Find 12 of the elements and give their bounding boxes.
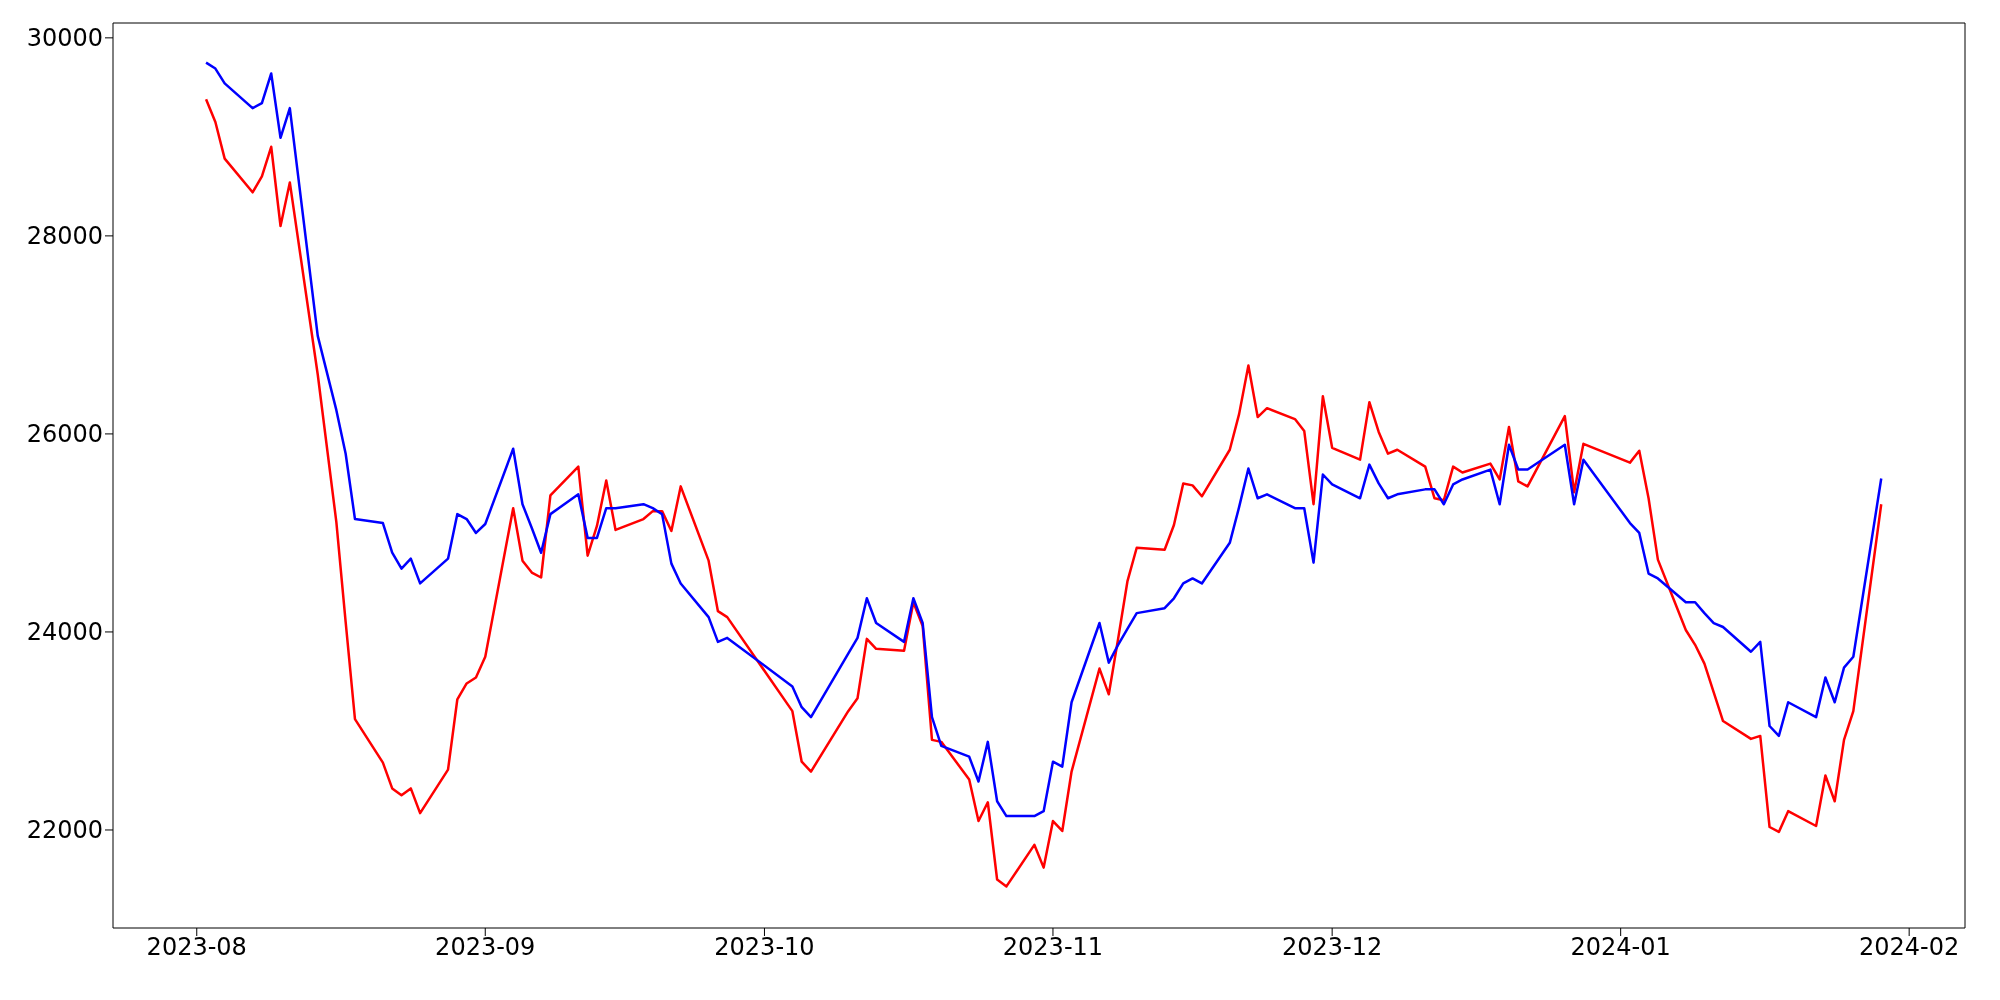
y-tick-label: 24000 <box>26 618 103 647</box>
x-tick-label: 2023-11 <box>1002 933 1104 962</box>
x-tick-label: 2023-12 <box>1282 933 1383 962</box>
y-tick-label: 28000 <box>26 222 103 251</box>
x-tick-label: 2023-09 <box>435 933 536 962</box>
y-tick-label: 30000 <box>26 24 103 53</box>
y-tick-label: 22000 <box>26 816 103 845</box>
y-tick-label: 26000 <box>26 420 103 449</box>
x-tick-label: 2024-01 <box>1570 933 1671 962</box>
x-tick-label: 2023-10 <box>714 933 815 962</box>
x-tick-label: 2023-08 <box>146 933 247 962</box>
x-tick-label: 2024-02 <box>1859 933 1960 962</box>
